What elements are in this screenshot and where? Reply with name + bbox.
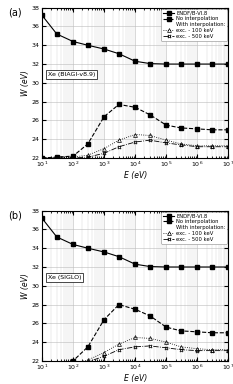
Y-axis label: W (eV): W (eV) <box>21 70 31 96</box>
Legend: ENDF/B-VI.8, No interpolation, With interpolation:, exc. - 100 keV, exc. - 500 k: ENDF/B-VI.8, No interpolation, With inte… <box>161 9 227 41</box>
Legend: ENDF/B-VI.8, No interpolation, With interpolation:, exc. - 100 keV, exc. - 500 k: ENDF/B-VI.8, No interpolation, With inte… <box>161 212 227 243</box>
Text: Xe (SIGLO): Xe (SIGLO) <box>48 275 81 280</box>
X-axis label: E (eV): E (eV) <box>123 374 147 383</box>
Text: Xe (BIAGI-v8.9): Xe (BIAGI-v8.9) <box>48 72 95 77</box>
Y-axis label: W (eV): W (eV) <box>21 273 31 299</box>
X-axis label: E (eV): E (eV) <box>123 171 147 180</box>
Text: (b): (b) <box>8 211 22 221</box>
Text: (a): (a) <box>8 8 22 18</box>
